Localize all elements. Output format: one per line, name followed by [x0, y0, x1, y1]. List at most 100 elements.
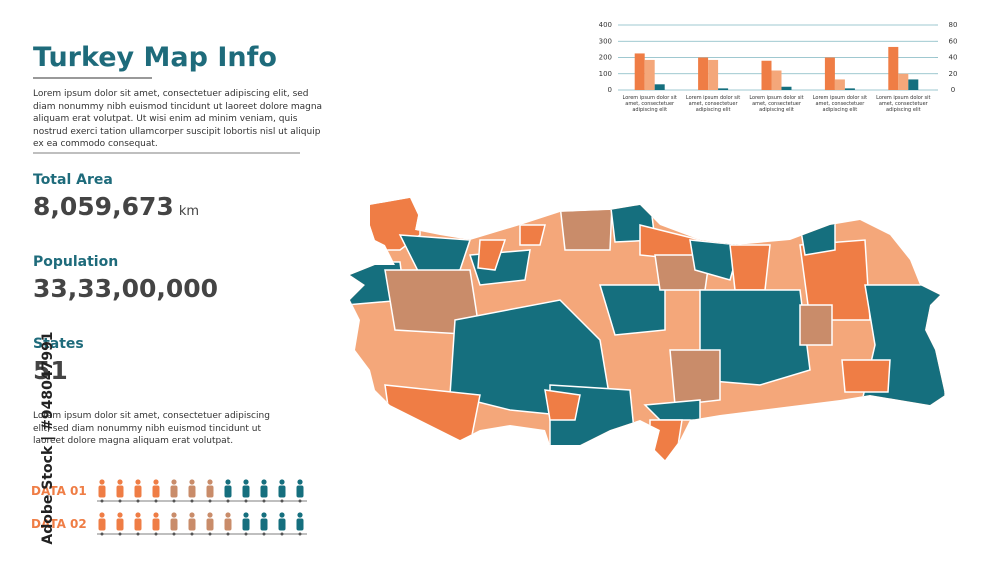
- y-tick-label: 0: [608, 86, 612, 94]
- row-dot: [172, 499, 176, 503]
- bar: [844, 88, 855, 90]
- person-icon: [260, 518, 268, 531]
- person-icon: [152, 518, 160, 531]
- row-dot: [154, 532, 158, 536]
- person-icon: [134, 518, 142, 531]
- person-icon: [188, 485, 196, 498]
- y2-tick-label: 80: [949, 21, 958, 29]
- person-icon: [242, 518, 250, 531]
- bar: [824, 57, 835, 90]
- person-icon: [135, 512, 141, 518]
- row-dot: [136, 499, 140, 503]
- row-dot: [280, 532, 284, 536]
- row-dot: [208, 499, 212, 503]
- person-icon: [117, 479, 123, 485]
- person-icon: [261, 479, 267, 485]
- row-dot: [136, 532, 140, 536]
- turkey-map: [350, 198, 945, 460]
- row-dot: [208, 532, 212, 536]
- person-icon: [152, 485, 160, 498]
- title: Turkey Map Info: [33, 42, 277, 73]
- stat-label: Population: [33, 254, 119, 270]
- person-icon: [242, 485, 250, 498]
- person-icon: [296, 485, 304, 498]
- row-dot: [226, 499, 230, 503]
- person-icon: [153, 479, 159, 485]
- person-icon: [99, 512, 105, 518]
- stat-value: 51: [33, 356, 68, 385]
- stat-value: 33,33,00,000: [33, 274, 219, 303]
- watermark: Adobe Stock | #948047991: [40, 331, 56, 545]
- y2-tick-label: 60: [949, 37, 958, 45]
- row-dot: [154, 499, 158, 503]
- y-tick-label: 200: [599, 54, 612, 62]
- person-icon: [224, 518, 232, 531]
- bar: [634, 53, 645, 90]
- y2-tick-label: 0: [951, 86, 955, 94]
- y-tick-label: 100: [599, 70, 612, 78]
- person-icon: [99, 479, 105, 485]
- row-dot: [298, 532, 302, 536]
- description: Lorem ipsum dolor sit amet, consectetuer…: [33, 89, 323, 149]
- row-label: DATA 02: [31, 517, 87, 531]
- person-icon: [207, 512, 213, 518]
- person-icon: [225, 479, 231, 485]
- bar: [761, 60, 772, 90]
- person-icon: [224, 485, 232, 498]
- person-icon: [189, 512, 195, 518]
- stat-unit: km: [178, 204, 200, 219]
- bar: [708, 59, 719, 90]
- bar: [718, 88, 729, 90]
- bar: [771, 70, 782, 90]
- person-icon: [225, 512, 231, 518]
- person-icon: [171, 512, 177, 518]
- person-icon: [243, 512, 249, 518]
- person-icon: [189, 479, 195, 485]
- row-dot: [118, 499, 122, 503]
- person-icon: [243, 479, 249, 485]
- bar: [898, 73, 909, 90]
- row-dot: [172, 532, 176, 536]
- x-tick-label: Lorem ipsum dolor sit amet, consectetuer…: [749, 95, 804, 113]
- x-tick-label: Lorem ipsum dolor sit amet, consectetuer…: [622, 95, 677, 113]
- y-tick-label: 400: [599, 21, 612, 29]
- row-dot: [100, 532, 104, 536]
- stat-label: Total Area: [33, 172, 113, 188]
- y2-tick-label: 40: [949, 54, 958, 62]
- row-dot: [190, 532, 194, 536]
- person-icon: [171, 479, 177, 485]
- bar: [781, 86, 792, 90]
- person-icon: [98, 518, 106, 531]
- person-icon: [98, 485, 106, 498]
- row-dot: [244, 532, 248, 536]
- y-tick-label: 300: [599, 37, 612, 45]
- row-label: DATA 01: [31, 484, 87, 498]
- person-icon: [134, 485, 142, 498]
- row-dot: [262, 499, 266, 503]
- row-dot: [280, 499, 284, 503]
- row-dot: [244, 499, 248, 503]
- person-icon: [261, 512, 267, 518]
- y2-tick-label: 20: [949, 70, 958, 78]
- row-dot: [190, 499, 194, 503]
- bar: [908, 79, 919, 90]
- person-icon: [260, 485, 268, 498]
- person-icon: [297, 512, 303, 518]
- person-icon: [296, 518, 304, 531]
- row-dot: [226, 532, 230, 536]
- person-icon: [135, 479, 141, 485]
- bar: [698, 57, 709, 90]
- person-icon: [116, 518, 124, 531]
- person-icon: [206, 518, 214, 531]
- bar: [654, 84, 665, 90]
- person-icon: [279, 479, 285, 485]
- stat-label: States: [33, 336, 84, 352]
- row-dot: [262, 532, 266, 536]
- person-icon: [117, 512, 123, 518]
- person-icon: [170, 518, 178, 531]
- person-icon: [206, 485, 214, 498]
- x-tick-label: Lorem ipsum dolor sit amet, consectetuer…: [812, 95, 868, 113]
- person-icon: [153, 512, 159, 518]
